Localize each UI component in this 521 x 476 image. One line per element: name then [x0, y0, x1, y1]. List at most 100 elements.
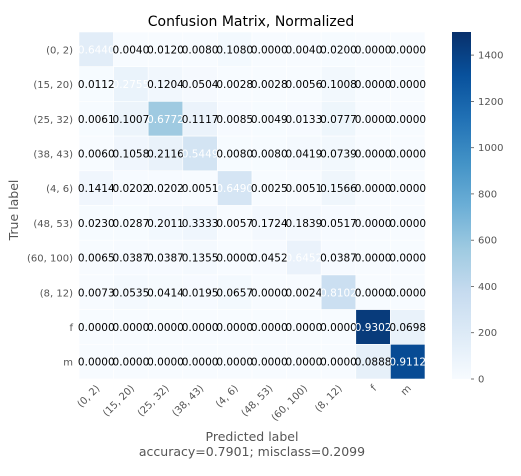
cell-value-label: 0.0000	[251, 322, 288, 334]
heatmap-cell	[320, 343, 357, 380]
heatmap-cell	[355, 101, 391, 137]
heatmap-cell	[251, 239, 287, 276]
cell-value-label: 0.0060	[78, 149, 115, 161]
cell-value-label: 0.1080	[216, 44, 253, 56]
cell-value-label: 0.0419	[286, 149, 323, 161]
cell-value-label: 0.0051	[286, 183, 323, 195]
heatmap-cell	[147, 170, 184, 206]
cell-value-label: 0.0049	[251, 114, 288, 126]
x-tick-label: m	[399, 383, 414, 398]
x-tick-label: (25, 32)	[136, 383, 172, 419]
cell-value-label: 0.9302	[355, 322, 392, 334]
heatmap-cell	[355, 343, 391, 380]
heatmap-cell	[78, 343, 114, 380]
heatmap-cell	[251, 205, 287, 241]
y-tick-label: (4, 6)	[46, 184, 73, 195]
heatmap-cell	[217, 309, 253, 345]
cell-value-label: 0.0504	[182, 79, 219, 91]
cell-value-label: 0.1117	[182, 114, 219, 126]
cell-value-label: 0.0535	[113, 287, 150, 299]
cell-value-label: 0.0000	[216, 253, 253, 265]
colorbar-tick-label: 400	[478, 282, 497, 293]
cell-value-label: 0.0387	[113, 253, 150, 265]
cell-value-label: 0.0000	[286, 322, 323, 334]
heatmap-cell	[355, 135, 391, 172]
cell-value-label: 0.0000	[389, 183, 426, 195]
cell-value-label: 0.0287	[113, 218, 150, 230]
cell-value-label: 0.2116	[147, 149, 184, 161]
heatmap-cell	[78, 31, 114, 68]
y-tick-label: (25, 32)	[33, 115, 73, 126]
cell-value-label: 0.0000	[251, 287, 288, 299]
cell-value-label: 0.0040	[113, 44, 150, 56]
heatmap-cell	[113, 66, 149, 102]
heatmap-cell	[147, 343, 184, 380]
cell-value-label: 0.0452	[251, 253, 288, 265]
cell-value-label: 0.0028	[216, 79, 253, 91]
cell-value-label: 0.0065	[78, 253, 115, 265]
heatmap-cell	[320, 101, 357, 137]
cell-value-label: 0.0040	[286, 44, 323, 56]
cell-value-label: 0.0080	[251, 149, 288, 161]
cell-value-label: 0.0000	[355, 183, 392, 195]
heatmap-cell	[355, 66, 391, 102]
x-axis-subtitle: accuracy=0.7901; misclass=0.2099	[139, 444, 365, 459]
cell-value-label: 0.0080	[216, 149, 253, 161]
cell-value-label: 0.5449	[182, 149, 219, 161]
cell-value-label: 0.0000	[355, 253, 392, 265]
heatmap-cell	[217, 343, 253, 380]
heatmap-cell	[390, 66, 426, 102]
cell-value-label: 0.0120	[147, 44, 184, 56]
x-tick-labels: (0, 2)(15, 20)(25, 32)(38, 43) (4, 6)(48,…	[76, 383, 414, 424]
cell-value-label: 0.0000	[113, 322, 150, 334]
cell-value-label: 0.6490	[216, 183, 253, 195]
cell-value-label: 0.0000	[355, 218, 392, 230]
heatmap-cell	[390, 135, 426, 172]
cell-value-label: 0.0387	[320, 253, 357, 265]
cell-value-label: 0.0739	[320, 149, 357, 161]
y-tick-label: (48, 53)	[33, 219, 73, 230]
cell-value-label: 0.6772	[147, 114, 184, 126]
x-tick-label: f	[369, 383, 380, 394]
heatmap-cell	[147, 309, 184, 345]
colorbar-tick-label: 200	[478, 328, 497, 339]
heatmap-cell	[320, 239, 357, 276]
cell-value-label: 0.0085	[216, 114, 253, 126]
heatmap-cell	[113, 343, 149, 380]
y-tick-label: (60, 100)	[27, 254, 73, 265]
cell-value-label: 0.1724	[251, 218, 288, 230]
heatmap-cell-labels: 0.64400.00400.01200.00800.10800.00000.00…	[78, 44, 426, 368]
heatmap-cell	[182, 343, 218, 380]
y-tick-label: (0, 2)	[46, 45, 73, 56]
heatmap-cell	[217, 170, 253, 206]
heatmap-cell	[217, 101, 253, 137]
cell-value-label: 0.0028	[251, 79, 288, 91]
cell-value-label: 0.0517	[320, 218, 357, 230]
heatmap-cell	[147, 101, 184, 137]
x-tick-label: (48, 53)	[240, 383, 276, 419]
cell-value-label: 0.1008	[320, 79, 357, 91]
cell-value-label: 0.0000	[78, 357, 115, 369]
cell-value-label: 0.1566	[320, 183, 357, 195]
heatmap-cell	[113, 170, 149, 206]
heatmap-cell	[320, 309, 357, 345]
heatmap-cell	[217, 205, 253, 241]
cell-value-label: 0.1204	[147, 79, 184, 91]
heatmap-cell	[182, 66, 218, 102]
y-tick-label: f	[69, 323, 73, 334]
heatmap-cell	[355, 239, 391, 276]
cell-value-label: 0.0051	[182, 183, 219, 195]
cell-value-label: 0.0888	[355, 357, 392, 369]
heatmap-cell	[113, 101, 149, 137]
cell-value-label: 0.0414	[147, 287, 184, 299]
x-tick-label: (38, 43)	[170, 383, 206, 419]
heatmap-cell	[286, 135, 322, 172]
heatmap-cell	[182, 309, 218, 345]
cell-value-label: 0.0202	[147, 183, 184, 195]
cell-value-label: 0.0133	[286, 114, 323, 126]
y-tick-label: (38, 43)	[33, 150, 73, 161]
colorbar-tick-label: 1400	[478, 51, 503, 62]
cell-value-label: 0.0000	[320, 322, 357, 334]
cell-value-label: 0.2011	[147, 218, 184, 230]
